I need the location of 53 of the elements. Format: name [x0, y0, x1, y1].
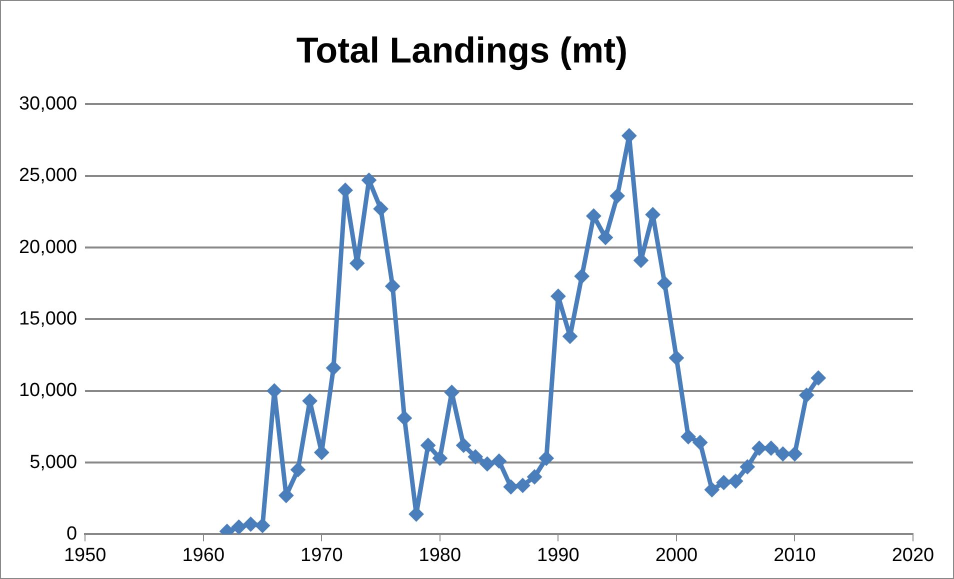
point [255, 518, 270, 534]
point [231, 520, 246, 534]
point [420, 438, 436, 453]
point [373, 201, 388, 216]
x-tick-label: 1960 [182, 544, 225, 566]
point [586, 208, 602, 224]
point [266, 383, 282, 398]
y-tick-label: 30,000 [18, 93, 78, 114]
point [503, 479, 518, 494]
point [243, 516, 258, 532]
point [728, 474, 744, 489]
point [396, 410, 412, 426]
point [492, 454, 507, 469]
point [432, 450, 448, 466]
point [740, 459, 755, 474]
y-tick-label: 0 [66, 523, 78, 544]
point [680, 429, 696, 444]
x-tick-label: 2010 [774, 544, 816, 566]
point [657, 276, 672, 291]
x-tick-label: 1970 [300, 544, 343, 566]
point [515, 478, 530, 493]
y-tick-label: 10,000 [18, 380, 78, 402]
point [610, 188, 625, 204]
x-tick-label: 1990 [537, 544, 580, 566]
x-tick-label: 1950 [64, 544, 106, 566]
point [787, 446, 802, 462]
y-tick-label: 15,000 [18, 308, 78, 330]
point [468, 449, 483, 464]
x-tick-label: 2020 [892, 544, 934, 566]
point [480, 456, 495, 472]
y-tick-label: 5,000 [30, 452, 78, 473]
point [764, 440, 779, 456]
point [716, 475, 732, 490]
point [290, 462, 306, 478]
point [538, 450, 554, 466]
point [799, 388, 814, 403]
point [326, 360, 341, 376]
point [692, 434, 708, 450]
x-tick-label: 2000 [655, 544, 698, 566]
point [810, 370, 826, 386]
point [456, 438, 472, 453]
point [668, 350, 684, 366]
point [775, 446, 790, 462]
point [574, 268, 590, 284]
y-tick-label: 20,000 [18, 236, 78, 258]
point [704, 482, 720, 498]
x-tick-label: 1980 [418, 544, 462, 566]
point [527, 469, 542, 484]
chart-title: Total Landings (mt) [296, 30, 628, 71]
point [385, 278, 400, 294]
point [598, 230, 613, 245]
point [752, 440, 767, 456]
y-tick-label: 25,000 [18, 165, 78, 186]
